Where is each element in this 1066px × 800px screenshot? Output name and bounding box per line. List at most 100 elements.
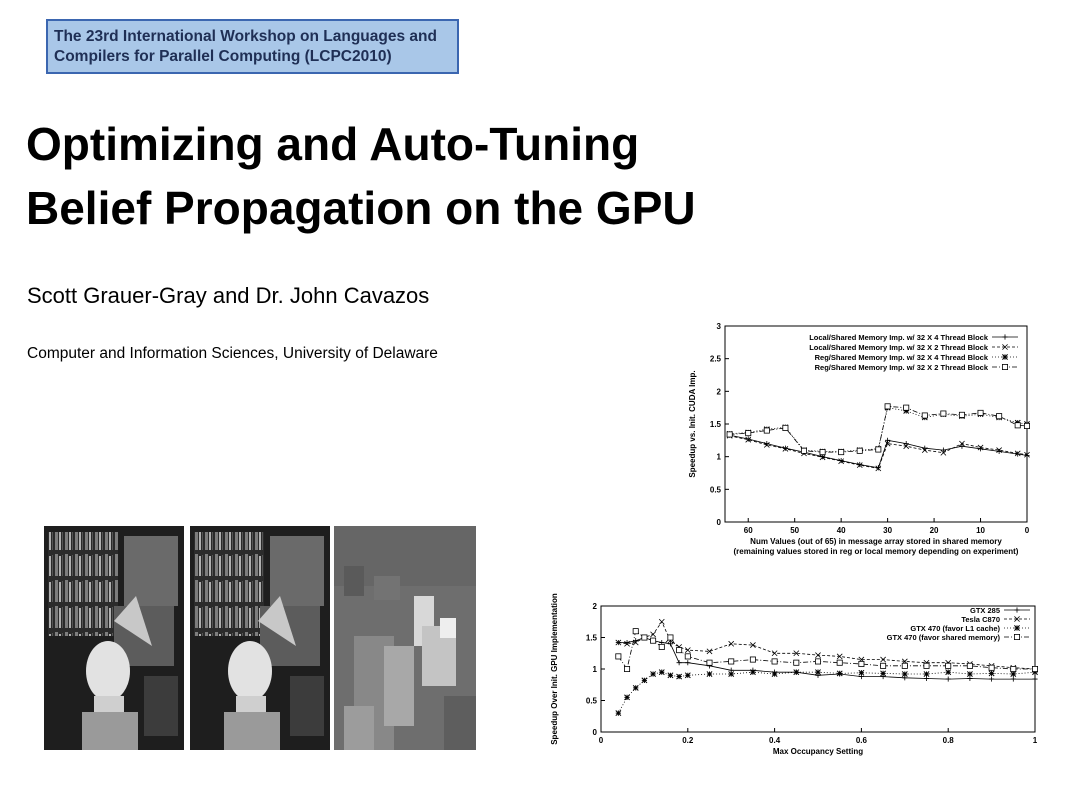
series-line [729, 407, 1028, 452]
x-axis-label: Max Occupancy Setting [773, 747, 863, 756]
data-point [706, 659, 713, 666]
data-point [1014, 450, 1021, 457]
data-point [815, 652, 821, 659]
data-point [1024, 451, 1030, 458]
data-point [771, 671, 778, 677]
data-point [793, 669, 800, 676]
data-point [838, 449, 845, 456]
chart-1-svg: 60 50 40 30 20 10 0 0 0.5 1 1.5 2 2.5 3 Num Values (ou… [688, 322, 1030, 556]
legend-label: GTX 470 (favor L1 cache) [910, 624, 1000, 633]
conference-banner: The 23rd International Workshop on Langu… [46, 19, 459, 74]
data-point [641, 677, 648, 684]
y-axis-label: Speedup Over Init. GPU Implementation [550, 593, 559, 745]
data-point [793, 650, 800, 657]
data-point [667, 634, 674, 641]
x-tick-label: 0.8 [943, 736, 955, 745]
series-line [729, 405, 1028, 453]
y-axis-label: Speedup vs. Init. CUDA Imp. [688, 370, 697, 477]
x-tick-label: 1 [1033, 736, 1038, 745]
data-point [793, 659, 800, 666]
series-3 [615, 669, 1038, 717]
data-point [1015, 451, 1021, 457]
data-point [771, 658, 778, 665]
data-point [884, 440, 891, 447]
y-tick-label: 2.5 [710, 355, 722, 364]
data-point [1010, 671, 1017, 677]
data-point [1023, 422, 1030, 429]
data-point [885, 437, 891, 443]
legend-label: Reg/Shared Memory Imp. w/ 32 X 2 Thread … [815, 363, 989, 372]
data-point [667, 641, 674, 647]
y-tick-label: 1 [593, 665, 598, 674]
legend-label: Local/Shared Memory Imp. w/ 32 X 4 Threa… [809, 333, 989, 342]
series-line [618, 637, 1035, 680]
data-point [880, 656, 886, 663]
data-point [676, 660, 682, 666]
data-point [728, 640, 735, 647]
data-point [875, 446, 882, 453]
data-point [996, 413, 1003, 420]
data-point [1010, 666, 1017, 673]
data-point [706, 648, 713, 655]
data-point [945, 676, 951, 682]
y-tick-label: 2 [717, 387, 722, 396]
legend-marker [1002, 334, 1008, 340]
data-point [624, 666, 631, 673]
data-point [1010, 676, 1016, 682]
legend-label: Tesla C870 [961, 615, 1000, 624]
x-tick-label: 50 [790, 526, 799, 535]
legend-marker [1014, 616, 1020, 622]
data-point [815, 669, 821, 676]
data-point [988, 664, 995, 671]
legend-marker [1002, 354, 1008, 360]
data-point [771, 650, 778, 657]
data-point [624, 694, 630, 701]
data-point [726, 431, 733, 438]
legend-label: Local/Shared Memory Imp. w/ 32 X 2 Threa… [809, 343, 989, 352]
data-point [1032, 676, 1038, 682]
banner-line-1: The 23rd International Workshop on Langu… [54, 27, 437, 45]
data-point [945, 662, 952, 669]
data-point [880, 670, 887, 677]
data-point [676, 647, 683, 654]
data-point [958, 411, 965, 418]
data-point [750, 642, 756, 648]
data-point [966, 662, 973, 669]
y-tick-label: 1 [717, 453, 722, 462]
left-camera-image [44, 526, 184, 750]
data-point [921, 412, 928, 419]
data-point [856, 462, 863, 469]
data-point [624, 640, 630, 647]
data-point [967, 675, 973, 682]
data-point [858, 660, 865, 667]
data-point [940, 447, 946, 453]
y-tick-label: 0.5 [586, 697, 598, 706]
data-point [875, 465, 882, 472]
data-point [684, 647, 691, 653]
data-point [945, 669, 952, 676]
legend-label: Reg/Shared Memory Imp. w/ 32 X 4 Thread … [815, 353, 989, 362]
legend-marker [1013, 634, 1020, 641]
data-point [684, 653, 691, 660]
data-point [940, 410, 947, 417]
data-point [763, 442, 770, 448]
y-tick-label: 0 [717, 518, 722, 527]
data-point [685, 660, 691, 666]
data-point [819, 454, 826, 461]
data-point [814, 658, 821, 665]
series-4 [726, 403, 1030, 456]
legend-label: GTX 285 [970, 606, 1000, 615]
data-point [745, 430, 752, 437]
data-point [977, 409, 984, 416]
legend-marker [1014, 607, 1020, 613]
x-axis-label-2: (remaining values stored in reg or local… [734, 547, 1019, 556]
legend-label: GTX 470 (favor shared memory) [887, 633, 1001, 642]
data-point [615, 639, 622, 646]
slide-title: Optimizing and Auto-Tuning Belief Propag… [26, 112, 696, 240]
series-line [729, 434, 1028, 469]
data-point [658, 669, 665, 676]
data-point [903, 404, 910, 411]
data-point [856, 447, 863, 454]
data-point [988, 670, 995, 677]
